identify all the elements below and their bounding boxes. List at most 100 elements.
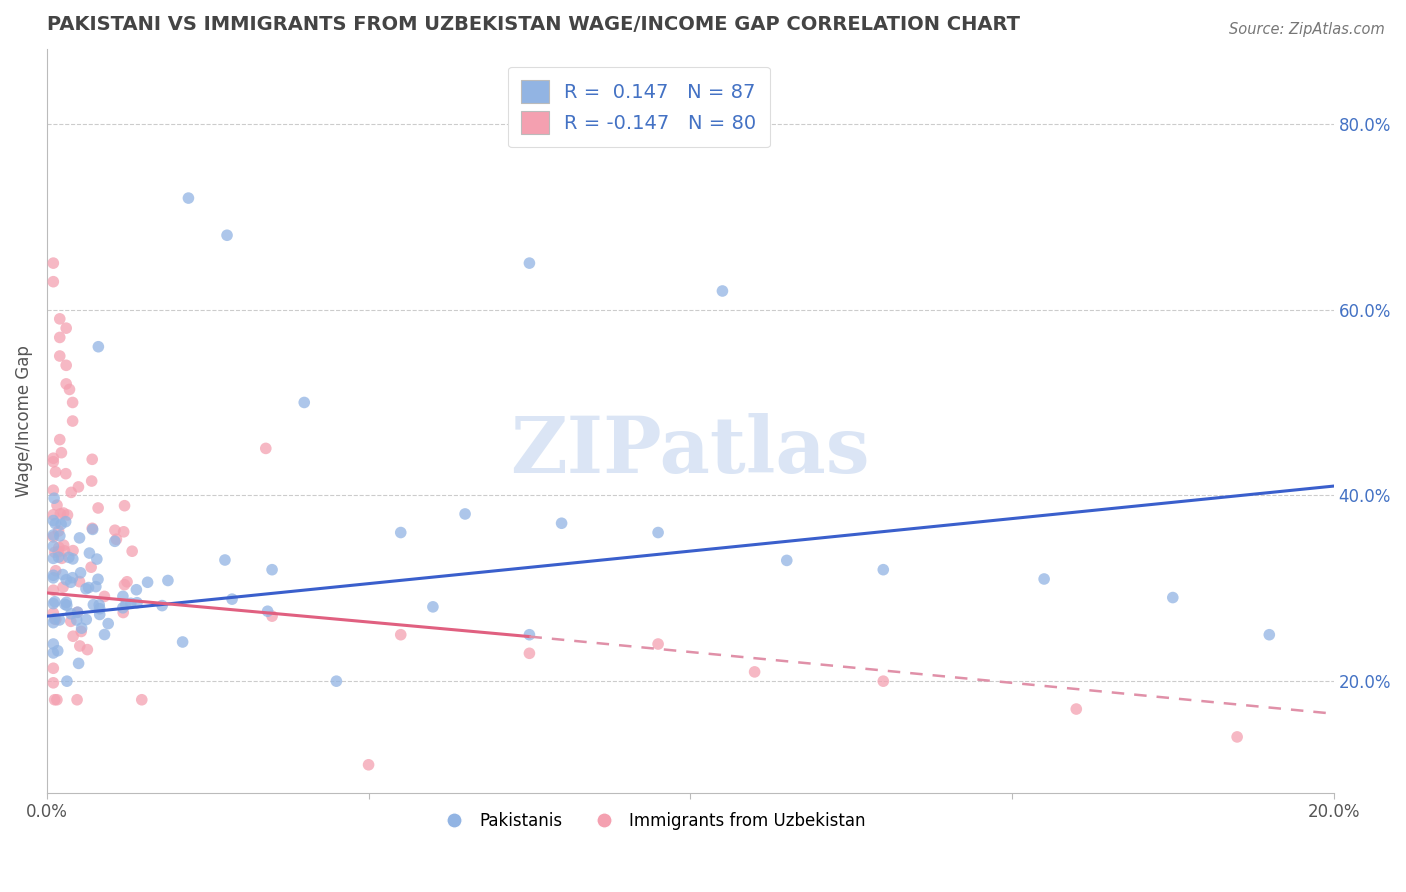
Point [82,452,104,467]
Point [872,563,894,577]
Point [97,616,120,631]
Point [114,598,136,612]
Point [256,604,278,618]
Point [44,465,66,479]
Point [42,256,65,270]
Point [254,442,277,456]
Point [42,275,65,289]
Point [105,533,128,547]
Point [80,560,103,574]
Point [87,572,110,586]
Point [221,592,243,607]
Point [177,191,200,205]
Point [42,530,65,544]
Point [42,637,65,651]
Point [53,597,76,611]
Point [125,596,148,610]
Point [62,414,84,428]
Point [114,499,136,513]
Point [87,340,110,354]
Point [1258,628,1281,642]
Point [136,575,159,590]
Point [75,613,97,627]
Point [62,629,84,643]
Point [42,675,65,690]
Point [519,256,541,270]
Point [76,642,98,657]
Point [89,607,111,622]
Point [67,480,90,494]
Point [52,580,75,594]
Point [389,525,412,540]
Point [262,609,284,624]
Point [114,578,136,592]
Point [55,321,77,335]
Point [69,566,91,580]
Point [49,330,72,344]
Point [1226,730,1249,744]
Point [44,516,66,531]
Point [86,552,108,566]
Point [70,624,93,639]
Point [55,595,77,609]
Point [44,692,66,706]
Text: Source: ZipAtlas.com: Source: ZipAtlas.com [1229,22,1385,37]
Point [111,590,134,604]
Point [59,575,82,590]
Point [744,665,766,679]
Point [42,615,65,630]
Point [55,599,77,613]
Point [125,582,148,597]
Point [325,674,347,689]
Point [111,600,134,615]
Point [262,563,284,577]
Point [42,583,65,598]
Point [66,692,89,706]
Point [776,553,799,567]
Point [66,613,89,627]
Point [647,637,669,651]
Point [69,531,91,545]
Point [53,544,76,558]
Point [51,551,73,566]
Point [44,545,66,559]
Point [1033,572,1056,586]
Point [1161,591,1184,605]
Point [115,574,138,589]
Point [454,507,477,521]
Point [48,550,70,565]
Point [104,534,127,549]
Point [66,605,89,619]
Point [42,646,65,660]
Point [55,467,77,481]
Point [49,311,72,326]
Point [58,383,80,397]
Point [69,574,91,589]
Point [59,607,82,621]
Point [131,692,153,706]
Point [89,601,111,615]
Point [49,507,72,521]
Point [52,506,75,520]
Text: PAKISTANI VS IMMIGRANTS FROM UZBEKISTAN WAGE/INCOME GAP CORRELATION CHART: PAKISTANI VS IMMIGRANTS FROM UZBEKISTAN … [46,15,1019,34]
Y-axis label: Wage/Income Gap: Wage/Income Gap [15,345,32,497]
Point [66,606,89,620]
Point [42,661,65,675]
Point [104,523,127,537]
Point [59,615,82,629]
Point [80,474,103,488]
Point [67,657,90,671]
Point [49,433,72,447]
Point [56,508,79,522]
Point [519,646,541,660]
Point [52,567,75,582]
Point [42,597,65,611]
Point [42,571,65,585]
Point [75,582,97,596]
Point [55,573,77,587]
Point [51,445,73,459]
Point [62,543,84,558]
Point [69,639,91,653]
Point [84,580,107,594]
Point [112,524,135,539]
